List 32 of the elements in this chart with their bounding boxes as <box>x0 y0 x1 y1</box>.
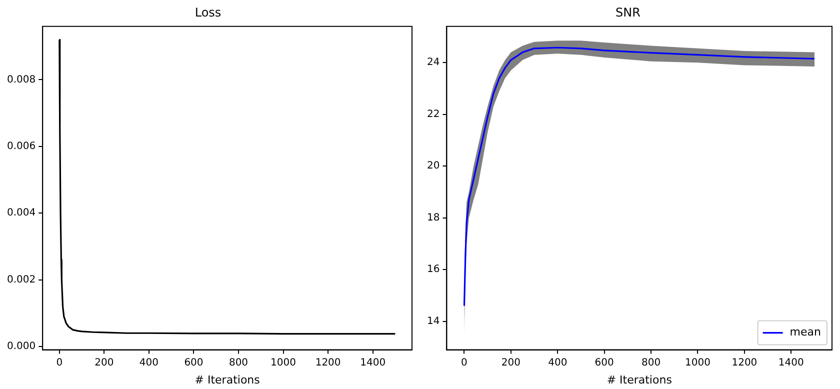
chart-title: SNR <box>616 5 640 20</box>
x-tick-label: 600 <box>594 357 614 368</box>
x-axis-title: # Iterations <box>606 373 672 386</box>
y-tick-label: 20 <box>426 160 440 172</box>
x-tick-label: 1400 <box>778 357 804 368</box>
x-tick-label: 1200 <box>315 357 341 368</box>
legend-label: mean <box>790 326 822 339</box>
x-axis-title: # Iterations <box>194 373 260 386</box>
x-tick-label: 400 <box>139 357 159 368</box>
x-tick-label: 1200 <box>732 357 758 368</box>
x-tick-label: 1000 <box>685 357 710 368</box>
y-tick-label: 14 <box>426 316 440 327</box>
x-tick-label: 0 <box>461 357 468 368</box>
x-tick-label: 200 <box>94 357 114 368</box>
y-tick-label: 18 <box>426 212 440 224</box>
y-tick-label: 0.002 <box>6 274 36 286</box>
x-tick-label: 0 <box>56 357 63 368</box>
x-tick-label: 800 <box>228 357 248 368</box>
x-tick-label: 400 <box>548 357 568 368</box>
x-tick-label: 600 <box>184 357 204 368</box>
x-tick-label: 1000 <box>270 357 296 368</box>
y-tick-label: 0.000 <box>6 341 36 352</box>
x-tick-label: 1400 <box>360 357 386 368</box>
chart-title: Loss <box>194 5 222 20</box>
y-tick-label: 24 <box>426 57 440 68</box>
x-tick-label: 200 <box>501 357 520 368</box>
y-tick-label: 16 <box>426 264 440 276</box>
x-tick-label: 800 <box>641 357 661 368</box>
y-tick-label: 22 <box>426 108 440 120</box>
y-tick-label: 0.006 <box>6 141 36 152</box>
y-tick-label: 0.008 <box>6 74 36 86</box>
y-tick-label: 0.004 <box>6 208 36 219</box>
